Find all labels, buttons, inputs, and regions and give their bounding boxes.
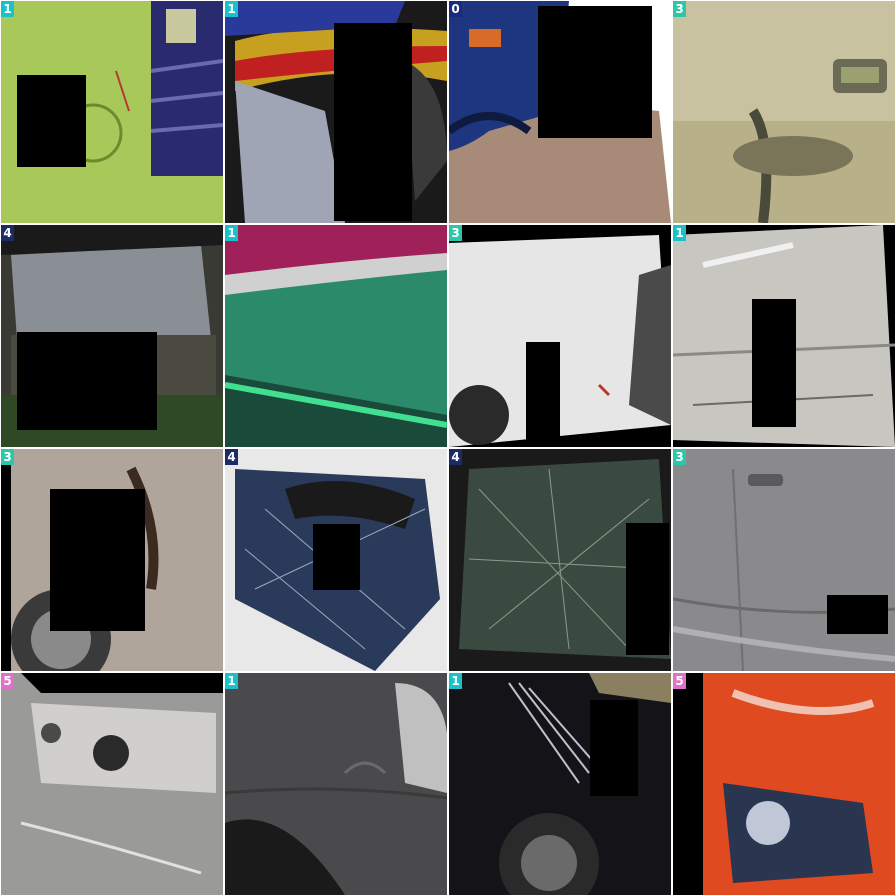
occlusion-box — [752, 299, 796, 427]
dented-door-handle-photo — [673, 1, 895, 223]
occlusion-box — [827, 595, 888, 634]
tile-crushed-fender: 3 — [1, 449, 223, 671]
class-badge: 1 — [1, 1, 14, 17]
class-badge: 4 — [449, 449, 462, 465]
false-color-grass-photo — [225, 225, 447, 447]
tile-shattered-windshield: 4 — [449, 449, 671, 671]
class-badge: 4 — [1, 225, 14, 241]
tile-dented-door-handle: 3 — [673, 1, 895, 223]
class-badge: 4 — [225, 449, 238, 465]
tile-car-window-trees: 4 — [1, 225, 223, 447]
headlight-scratch-photo — [1, 673, 223, 895]
class-badge: 3 — [673, 1, 686, 17]
occlusion-box — [313, 524, 360, 590]
tile-silver-door: 1 — [673, 225, 895, 447]
tile-white-fender-scratch: 3 — [449, 225, 671, 447]
class-badge: 3 — [449, 225, 462, 241]
tile-green-bumper: 1 — [1, 1, 223, 223]
class-badge: 1 — [449, 673, 462, 689]
tile-false-color-grass: 1 — [225, 225, 447, 447]
occlusion-box — [526, 342, 560, 445]
dark-fender-dent-photo — [225, 673, 447, 895]
class-badge: 1 — [225, 673, 238, 689]
occlusion-box — [538, 6, 652, 138]
tile-red-car-headlight: 5 — [673, 673, 895, 895]
class-badge: 3 — [1, 449, 14, 465]
red-car-headlight-photo — [673, 673, 895, 895]
tile-dark-fender-dent: 1 — [225, 673, 447, 895]
class-badge: 5 — [1, 673, 14, 689]
tile-black-car-scratch: 1 — [449, 673, 671, 895]
occlusion-box — [334, 23, 412, 221]
tile-headlight-scratch: 5 — [1, 673, 223, 895]
class-badge: 1 — [225, 1, 238, 17]
occlusion-box — [17, 75, 86, 167]
occlusion-box — [50, 489, 145, 631]
white-fender-scratch-photo — [449, 225, 671, 447]
class-badge: 1 — [673, 225, 686, 241]
gray-door-dent-photo — [673, 449, 895, 671]
class-badge: 5 — [673, 673, 686, 689]
tile-shattered-rear-window: 4 — [225, 449, 447, 671]
class-badge: 0 — [449, 1, 462, 17]
tile-gray-door-dent: 3 — [673, 449, 895, 671]
occlusion-box — [590, 700, 638, 796]
tile-blue-car-dirt: 0 — [449, 1, 671, 223]
class-badge: 1 — [225, 225, 238, 241]
tile-false-color-fender: 1 — [225, 1, 447, 223]
occlusion-box — [17, 332, 157, 430]
green-bumper-photo — [1, 1, 223, 223]
occlusion-box — [626, 523, 669, 655]
class-badge: 3 — [673, 449, 686, 465]
